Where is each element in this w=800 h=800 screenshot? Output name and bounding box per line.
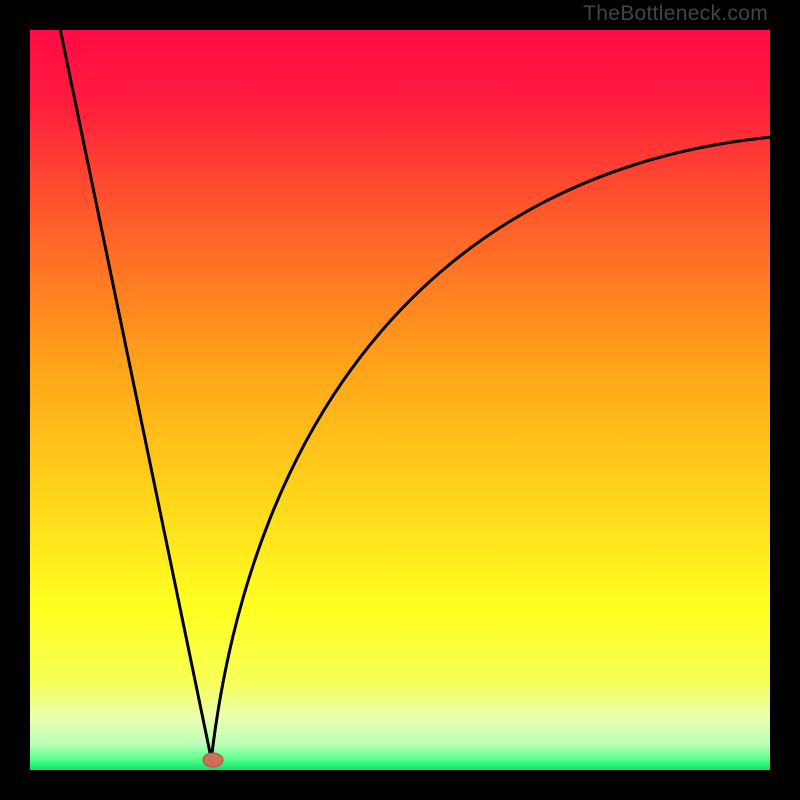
optimum-marker [201,751,225,769]
optimum-marker-ellipse [203,753,223,767]
bottleneck-curve [60,30,770,759]
curve-svg [30,30,770,770]
plot-area [30,30,770,770]
watermark-text: TheBottleneck.com [583,2,768,26]
